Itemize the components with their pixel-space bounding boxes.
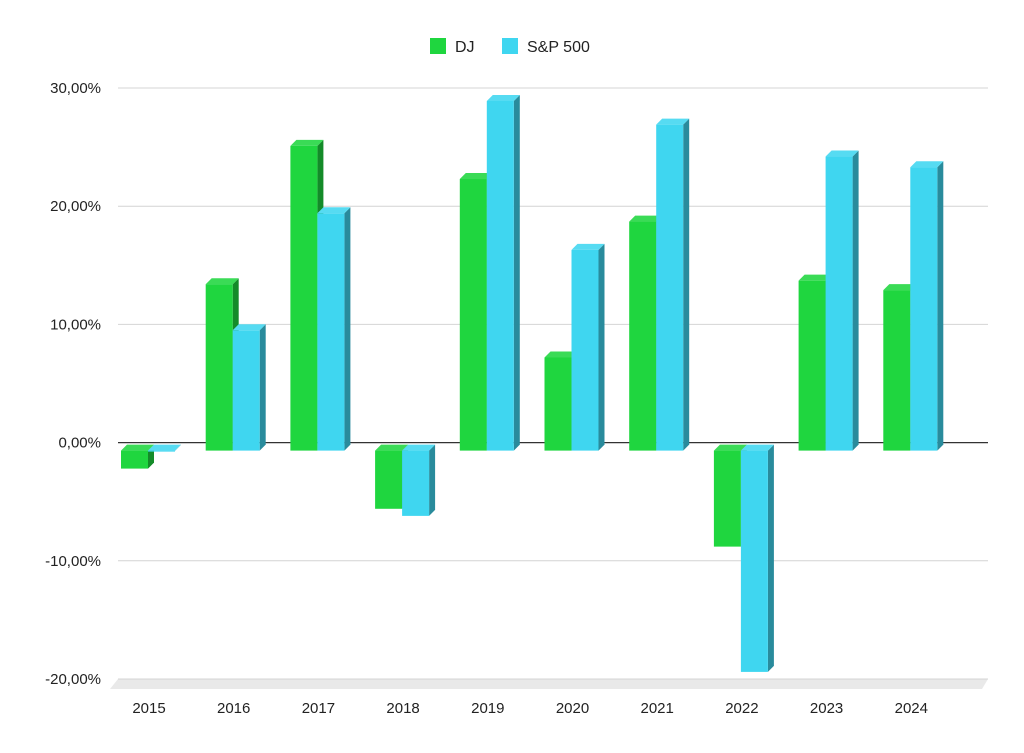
bar-s-p-500-2016 xyxy=(232,324,266,451)
y-tick-label: -20,00% xyxy=(45,671,101,688)
legend-swatch xyxy=(502,38,518,54)
bar-s-p-500-2015 xyxy=(148,444,181,452)
x-tick-label: 2016 xyxy=(217,700,250,717)
floor-plane xyxy=(110,679,988,689)
x-tick-label: 2017 xyxy=(302,700,335,717)
bar-s-p-500-2018 xyxy=(402,444,436,516)
chart-floor xyxy=(110,679,988,689)
legend-label: DJ xyxy=(455,39,475,56)
x-tick-label: 2015 xyxy=(132,700,165,717)
legend-item-dj: DJ xyxy=(430,38,475,56)
bar-s-p-500-2017 xyxy=(317,207,351,451)
legend-label: S&P 500 xyxy=(527,39,590,56)
x-tick-label: 2019 xyxy=(471,700,504,717)
bar-s-p-500-2024 xyxy=(910,161,944,451)
bars xyxy=(121,95,944,672)
bar-s-p-500-2021 xyxy=(656,118,690,451)
x-tick-label: 2021 xyxy=(641,700,674,717)
x-axis: 2015 2016 2017 2018 2019 2020 2021 2022 2023 2024 xyxy=(132,700,928,717)
x-tick-label: 2023 xyxy=(810,700,843,717)
x-tick-label: 2018 xyxy=(386,700,419,717)
y-tick-label: 10,00% xyxy=(50,316,101,333)
bar-dj-2015 xyxy=(121,444,154,469)
y-tick-label: 30,00% xyxy=(50,80,101,97)
legend-item-s-p-500: S&P 500 xyxy=(502,38,590,56)
y-tick-label: -10,00% xyxy=(45,553,101,570)
bar-s-p-500-2019 xyxy=(486,95,520,451)
legend-swatch xyxy=(430,38,446,54)
bar-s-p-500-2022 xyxy=(740,444,774,672)
bar-s-p-500-2020 xyxy=(571,243,605,451)
y-tick-label: 20,00% xyxy=(50,198,101,215)
x-tick-label: 2024 xyxy=(895,700,928,717)
bar-s-p-500-2023 xyxy=(825,150,859,451)
legend: DJ S&P 500 xyxy=(430,38,590,56)
x-tick-label: 2022 xyxy=(725,700,758,717)
y-tick-label: 0,00% xyxy=(58,435,101,452)
x-tick-label: 2020 xyxy=(556,700,589,717)
y-axis: 30,00% 20,00% 10,00% 0,00% -10,00% -20,00% xyxy=(45,80,101,688)
